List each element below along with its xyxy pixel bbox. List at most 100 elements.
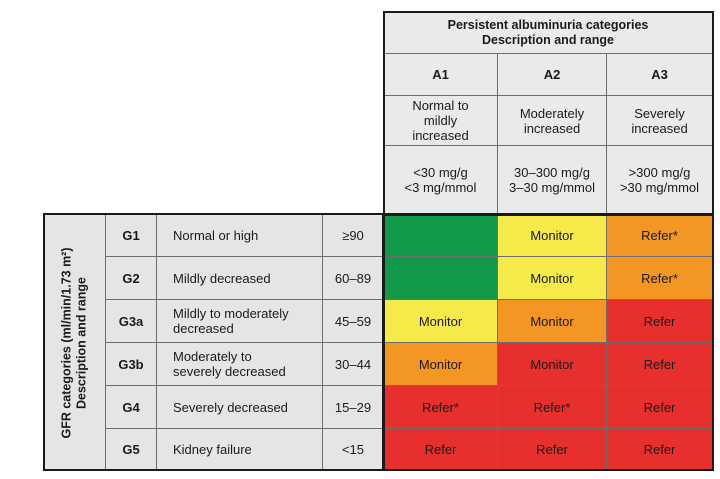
gfr-range-cell: <15 xyxy=(323,429,384,470)
category-code-label: A3 xyxy=(651,67,668,82)
gfr-range-cell: 15–29 xyxy=(323,386,384,429)
risk-cell: Refer xyxy=(384,429,498,470)
category-code-a1: A1 xyxy=(384,54,498,96)
risk-cell: Refer* xyxy=(607,214,713,257)
gfr-desc-cell: Mildly decreased xyxy=(157,257,323,300)
risk-cell-label: Monitor xyxy=(530,313,574,329)
category-code-label: A2 xyxy=(543,67,561,82)
gfr-code: G4 xyxy=(122,399,140,415)
risk-cell-label: Refer* xyxy=(641,227,678,243)
category-code-a3: A3 xyxy=(607,54,713,96)
risk-cell: Refer* xyxy=(498,386,607,429)
category-range-line: >30 mg/mmol xyxy=(619,179,700,195)
gfr-range: 45–59 xyxy=(334,313,372,329)
albuminuria-header: Persistent albuminuria categories Descri… xyxy=(384,12,713,54)
gfr-desc-cell: Kidney failure xyxy=(157,429,323,470)
gfr-code-cell: G4 xyxy=(106,386,157,429)
gfr-code: G3b xyxy=(118,356,144,372)
gfr-header-line2: Description and range xyxy=(75,277,89,409)
category-range-line: 3–30 mg/mmol xyxy=(509,179,595,195)
risk-cell-label: Refer xyxy=(643,356,676,372)
risk-cell-label: Monitor xyxy=(530,227,574,243)
risk-cell-label: Refer xyxy=(643,399,676,415)
category-desc-line: mildly xyxy=(423,113,458,128)
gfr-desc-cell: Mildly to moderately decreased xyxy=(157,300,323,343)
gfr-code-cell: G2 xyxy=(106,257,157,300)
risk-cell-label: Refer xyxy=(424,441,457,457)
gfr-range: 60–89 xyxy=(334,270,372,286)
risk-cell: Refer* xyxy=(607,257,713,300)
category-desc-line: Moderately xyxy=(519,105,585,121)
category-range-a3: >300 mg/g >30 mg/mmol xyxy=(607,146,713,214)
albuminuria-title-line2: Description and range xyxy=(482,32,614,47)
risk-cell: Monitor xyxy=(384,343,498,386)
gfr-header: GFR categories (ml/min/1.73 m²) Descript… xyxy=(44,216,106,470)
risk-cell: Monitor xyxy=(498,257,607,300)
gfr-range: 15–29 xyxy=(334,399,372,415)
gfr-range: 30–44 xyxy=(334,356,372,372)
gfr-code-cell: G3b xyxy=(106,343,157,386)
risk-cell: Refer xyxy=(607,429,713,470)
risk-cell-label: Monitor xyxy=(530,356,574,372)
risk-cell-label: Monitor xyxy=(530,270,574,286)
category-desc-line: Severely xyxy=(634,105,685,121)
gfr-range-cell: 60–89 xyxy=(323,257,384,300)
risk-cell-label: Monitor xyxy=(418,313,463,329)
gfr-range: ≥90 xyxy=(342,227,364,243)
gfr-desc-line: Mildly decreased xyxy=(173,270,271,286)
category-range-line: 30–300 mg/g xyxy=(514,164,590,180)
gfr-range-cell: ≥90 xyxy=(323,214,384,257)
risk-cell-label: Refer* xyxy=(533,399,571,415)
albuminuria-title-line1: Persistent albuminuria categories xyxy=(447,17,649,32)
category-range-line: <30 mg/g xyxy=(413,164,468,180)
gfr-code: G1 xyxy=(122,227,140,243)
risk-cell: Refer xyxy=(607,300,713,343)
gfr-range-cell: 30–44 xyxy=(323,343,384,386)
category-desc-line: increased xyxy=(412,128,469,143)
category-code-label: A1 xyxy=(432,67,449,82)
risk-cell-label: Refer* xyxy=(422,399,459,415)
risk-cell: Refer xyxy=(607,386,713,429)
category-desc-a3: Severely increased xyxy=(607,96,713,146)
gfr-code-cell: G3a xyxy=(106,300,157,343)
risk-cell: Monitor xyxy=(498,214,607,257)
gfr-desc-cell: Normal or high xyxy=(157,214,323,257)
category-desc-a1: Normal to mildly increased xyxy=(384,96,498,146)
gfr-range: <15 xyxy=(341,441,365,457)
risk-cell: Refer xyxy=(498,429,607,470)
risk-cell: Monitor xyxy=(384,300,498,343)
gfr-desc-line: Severely decreased xyxy=(173,399,288,415)
gfr-header-cell xyxy=(44,214,106,470)
category-range-line: <3 mg/mmol xyxy=(404,179,477,195)
gfr-desc-cell: Severely decreased xyxy=(157,386,323,429)
gfr-desc-cell: Moderately to severely decreased xyxy=(157,343,323,386)
category-range-line: >300 mg/g xyxy=(628,164,691,180)
gfr-desc-line: decreased xyxy=(173,321,234,336)
category-desc-a2: Moderately increased xyxy=(498,96,607,146)
category-range-a2: 30–300 mg/g 3–30 mg/mmol xyxy=(498,146,607,214)
risk-cell-label: Refer xyxy=(536,441,568,457)
risk-cell-label: Refer xyxy=(643,313,676,329)
gfr-desc-line: severely decreased xyxy=(173,364,286,379)
risk-cell: Monitor xyxy=(498,343,607,386)
gfr-code-cell: G1 xyxy=(106,214,157,257)
gfr-header-line1: GFR categories (ml/min/1.73 m²) xyxy=(60,247,74,439)
gfr-desc-line: Normal or high xyxy=(173,227,259,243)
risk-cell: Refer xyxy=(607,343,713,386)
gfr-code: G5 xyxy=(122,441,140,457)
risk-cell xyxy=(384,214,498,257)
category-range-a1: <30 mg/g <3 mg/mmol xyxy=(384,146,498,214)
category-desc-line: increased xyxy=(631,120,688,136)
category-desc-line: increased xyxy=(523,120,581,136)
gfr-range-cell: 45–59 xyxy=(323,300,384,343)
category-code-a2: A2 xyxy=(498,54,607,96)
gfr-desc-line: Mildly to moderately xyxy=(173,306,289,321)
gfr-code: G2 xyxy=(122,270,140,286)
risk-cell: Monitor xyxy=(498,300,607,343)
category-desc-line: Normal to xyxy=(412,98,469,113)
risk-cell-label: Refer xyxy=(643,441,676,457)
gfr-desc-line: Kidney failure xyxy=(173,441,252,457)
risk-cell: Refer* xyxy=(384,386,498,429)
risk-cell xyxy=(384,257,498,300)
risk-cell-label: Refer* xyxy=(641,270,678,286)
